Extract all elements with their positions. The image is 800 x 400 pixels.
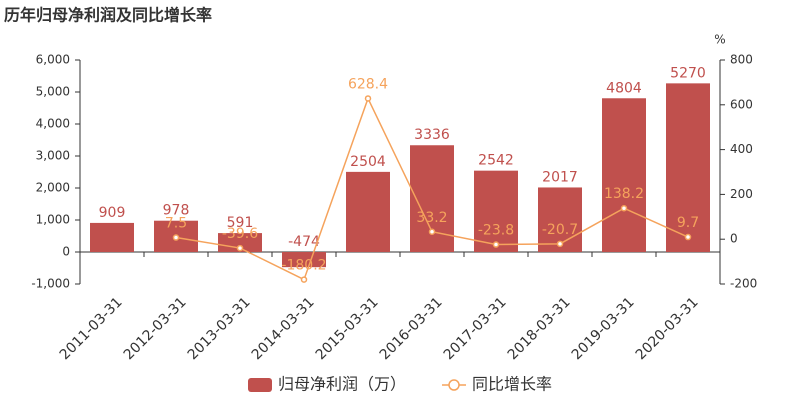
line-value-label: -39.6 [222,226,258,242]
x-tick-label: 2013-03-31 [185,294,254,363]
x-tick-label: 2014-03-31 [249,294,318,363]
bar [346,171,390,252]
line-value-label: 33.2 [416,210,447,226]
y2-tick-label: 800 [730,53,753,67]
y2-axis-label: % [714,33,725,47]
line-value-label: 9.7 [677,215,699,231]
line-point [492,241,500,248]
bar-value-label: 2017 [542,169,578,185]
line-value-label: -23.8 [478,223,514,239]
bar-value-label: 3336 [414,127,450,143]
bar [602,98,646,252]
y2-tick-label: 0 [730,232,738,246]
x-tick-label: 2011-03-31 [57,294,126,363]
legend-label: 归母净利润（万） [278,375,406,394]
bar [474,170,518,252]
x-tick-label: 2017-03-31 [441,294,510,363]
bar-value-label: 591 [227,215,254,231]
line-point [684,233,692,241]
bar [666,83,710,252]
y2-tick-label: 400 [730,142,753,156]
line-value-label: 628.4 [348,76,388,92]
line-point [620,204,628,212]
x-tick-label: 2016-03-31 [377,294,446,363]
y-tick-label: 6,000 [36,53,70,67]
bar-value-label: 909 [99,205,126,221]
bar-value-label: 2504 [350,154,386,170]
bar-value-label: 2542 [478,153,514,169]
y-tick-label: 0 [62,245,70,259]
y-tick-label: -1,000 [31,277,70,291]
y-tick-label: 2,000 [36,181,70,195]
bar-value-label: -474 [288,234,320,250]
x-tick-label: 2020-03-31 [633,294,702,363]
line-value-label: -20.7 [542,222,578,238]
line-point [364,95,372,102]
x-tick-label: 2015-03-31 [313,294,382,363]
legend-swatch [248,378,272,392]
legend-label: 同比增长率 [472,375,552,394]
y-tick-label: 4,000 [36,117,70,131]
bar-value-label: 4804 [606,80,642,96]
y2-tick-label: 600 [730,97,753,111]
line-value-label: -180.2 [281,258,326,274]
legend-swatch-point [448,379,460,391]
bar [218,233,262,252]
line-value-label: 138.2 [604,186,644,202]
x-tick-label: 2012-03-31 [121,294,190,363]
y-tick-label: 1,000 [36,213,70,227]
x-tick-label: 2019-03-31 [569,294,638,363]
y-tick-label: 5,000 [36,85,70,99]
bar [90,222,134,252]
line-point [556,240,564,248]
line-value-label: 7.5 [165,216,187,232]
bar-value-label: 978 [163,203,190,219]
bar-value-label: 5270 [670,65,706,81]
chart-title: 历年归母净利润及同比增长率 [4,6,212,25]
y-tick-label: 3,000 [36,149,70,163]
line-point [300,276,308,283]
line-point [428,228,436,236]
bar [282,252,326,268]
line-point [236,244,244,252]
y2-tick-label: -200 [730,277,757,291]
line-point [172,234,180,241]
x-tick-label: 2018-03-31 [505,294,574,363]
y2-tick-label: 200 [730,187,753,201]
